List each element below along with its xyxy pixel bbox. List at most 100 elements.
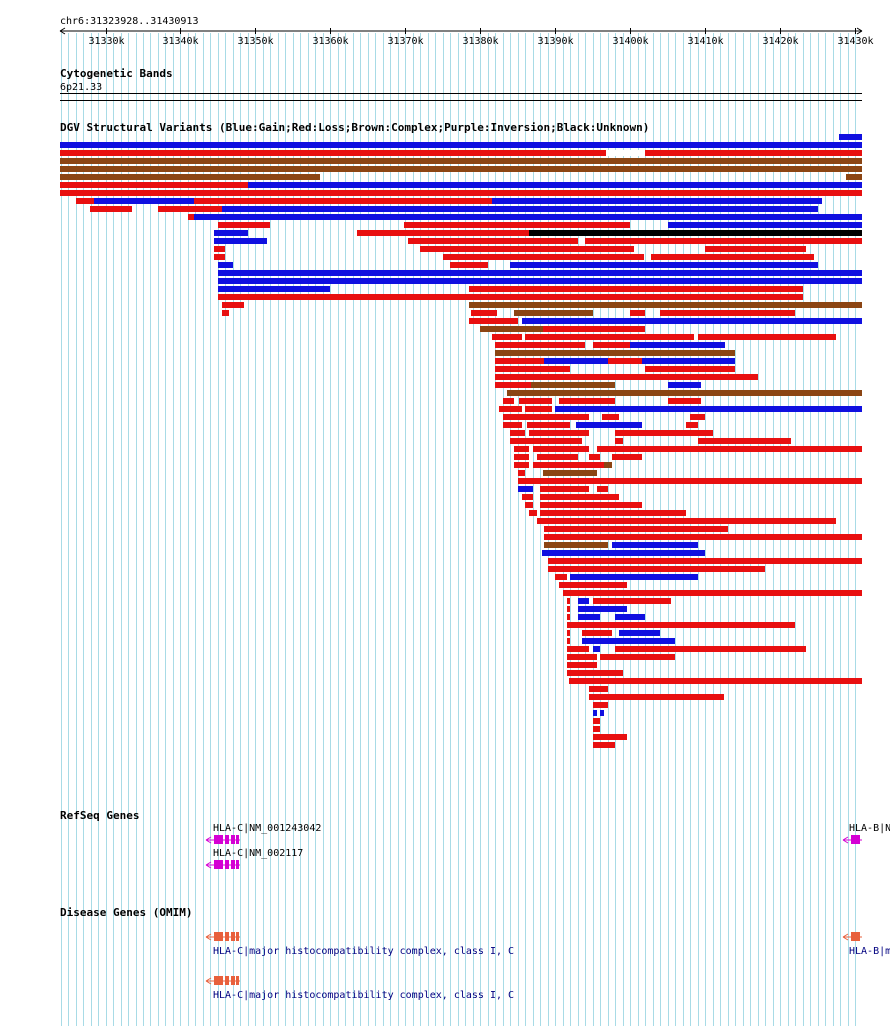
dgv-variant-bar — [537, 518, 836, 524]
dgv-variant-bar — [518, 478, 862, 484]
dgv-variant-bar — [544, 542, 608, 548]
dgv-variant-bar — [608, 358, 642, 364]
dgv-variant-bar — [222, 310, 229, 316]
dgv-variant-bar — [630, 342, 725, 348]
dgv-variant-bar — [619, 582, 627, 588]
strand-arrow-icon — [842, 933, 849, 941]
dgv-variant-bar — [597, 446, 630, 452]
omim-gene-glyph[interactable] — [842, 932, 862, 941]
exon-block — [214, 835, 223, 844]
ruler-tick-label: 31430k — [837, 36, 873, 47]
dgv-variant-bar — [705, 246, 806, 252]
dgv-variant-bar — [357, 230, 634, 236]
dgv-variant-bar — [559, 398, 615, 404]
refseq-gene-glyph[interactable] — [842, 835, 862, 844]
dgv-variant-bar — [544, 358, 608, 364]
refseq-track-title[interactable]: RefSeq Genes — [60, 809, 139, 822]
dgv-variant-bar — [60, 182, 330, 188]
dgv-features — [60, 134, 862, 748]
dgv-variant-bar — [668, 222, 862, 228]
exon-block — [214, 932, 223, 941]
dgv-variant-bar — [642, 358, 735, 364]
exon-block — [225, 932, 229, 941]
dgv-variant-bar — [543, 326, 645, 332]
dgv-variant-bar — [507, 390, 862, 396]
dgv-variant-bar — [533, 462, 604, 468]
cytoband-name: 6p21.33 — [60, 82, 102, 93]
cytoband-track-title[interactable]: Cytogenetic Bands — [60, 67, 173, 80]
dgv-variant-bar — [544, 526, 728, 532]
cytoband-line-top — [60, 93, 862, 94]
dgv-variant-bar — [582, 630, 612, 636]
refseq-gene-label[interactable]: HLA-C|NM_001243042 — [213, 823, 321, 834]
dgv-variant-bar — [555, 574, 567, 580]
omim-gene-glyph[interactable] — [205, 976, 240, 985]
dgv-variant-bar — [660, 310, 795, 316]
dgv-variant-bar — [619, 630, 660, 636]
dgv-variant-bar — [593, 702, 608, 708]
ruler-ticks: 31330k 31340k 31350k 31360k 31370k 31380k 3139… — [88, 28, 874, 47]
dgv-variant-bar — [76, 198, 98, 204]
dgv-variant-bar — [567, 614, 570, 620]
dgv-variant-bar — [522, 494, 533, 500]
dgv-variant-bar — [60, 142, 862, 148]
dgv-variant-bar — [495, 358, 563, 364]
exon-block — [236, 860, 239, 869]
dgv-variant-bar — [645, 150, 862, 156]
dgv-variant-bar — [570, 574, 698, 580]
ruler-tick-label: 31400k — [612, 36, 648, 47]
dgv-variant-bar — [60, 166, 862, 172]
dgv-variant-bar — [214, 238, 267, 244]
dgv-variant-bar — [578, 606, 627, 612]
ruler-tick-label: 31380k — [462, 36, 498, 47]
dgv-variant-bar — [569, 678, 862, 684]
dgv-track-title[interactable]: DGV Structural Variants (Blue:Gain;Red:L… — [60, 121, 649, 134]
dgv-variant-bar — [612, 542, 698, 548]
dgv-variant-bar — [518, 486, 533, 492]
strand-arrow-icon — [205, 836, 212, 844]
refseq-gene-glyph[interactable] — [205, 835, 240, 844]
dgv-variant-bar — [537, 454, 578, 460]
dgv-variant-bar — [593, 718, 600, 724]
dgv-variant-bar — [503, 414, 589, 420]
dgv-variant-bar — [567, 646, 589, 652]
dgv-variant-bar — [567, 622, 795, 628]
omim-track-title[interactable]: Disease Genes (OMIM) — [60, 906, 192, 919]
dgv-variant-bar — [563, 590, 862, 596]
omim-gene-label[interactable]: HLA-C|major histocompatibility complex, … — [213, 946, 514, 957]
refseq-gene-glyph[interactable] — [205, 860, 240, 869]
dgv-variant-bar — [589, 686, 608, 692]
ruler-tick-label: 31350k — [237, 36, 273, 47]
dgv-variant-bar — [443, 254, 644, 260]
dgv-variant-bar — [540, 502, 642, 508]
refseq-gene-label[interactable]: HLA-C|NM_002117 — [213, 848, 303, 859]
dgv-variant-bar — [495, 366, 570, 372]
dgv-variant-bar — [529, 510, 537, 516]
dgv-variant-bar — [533, 446, 589, 452]
dgv-variant-bar — [604, 462, 612, 468]
omim-gene-label[interactable]: HLA-C|major histocompatibility complex, … — [213, 990, 514, 1001]
dgv-variant-bar — [503, 398, 514, 404]
dgv-variant-bar — [585, 238, 862, 244]
dgv-variant-bar — [495, 382, 531, 388]
dgv-variant-bar — [514, 310, 593, 316]
omim-gene-label[interactable]: HLA-B|m — [849, 946, 890, 957]
dgv-variant-bar — [593, 342, 638, 348]
exon-block — [851, 835, 860, 844]
dgv-variant-bar — [60, 174, 320, 180]
dgv-variant-bar — [194, 198, 492, 204]
dgv-variant-bar — [597, 486, 608, 492]
omim-gene-glyph[interactable] — [205, 932, 240, 941]
dgv-variant-bar — [469, 286, 803, 292]
dgv-variant-bar — [567, 598, 570, 604]
dgv-variant-bar — [690, 430, 713, 436]
dgv-variant-bar — [540, 510, 686, 516]
exon-block — [225, 835, 229, 844]
dgv-variant-bar — [589, 454, 600, 460]
refseq-gene-label[interactable]: HLA-B|N — [849, 823, 890, 834]
dgv-variant-bar — [519, 398, 552, 404]
dgv-variant-bar — [589, 694, 724, 700]
dgv-variant-bar — [578, 614, 600, 620]
dgv-variant-bar — [567, 670, 623, 676]
